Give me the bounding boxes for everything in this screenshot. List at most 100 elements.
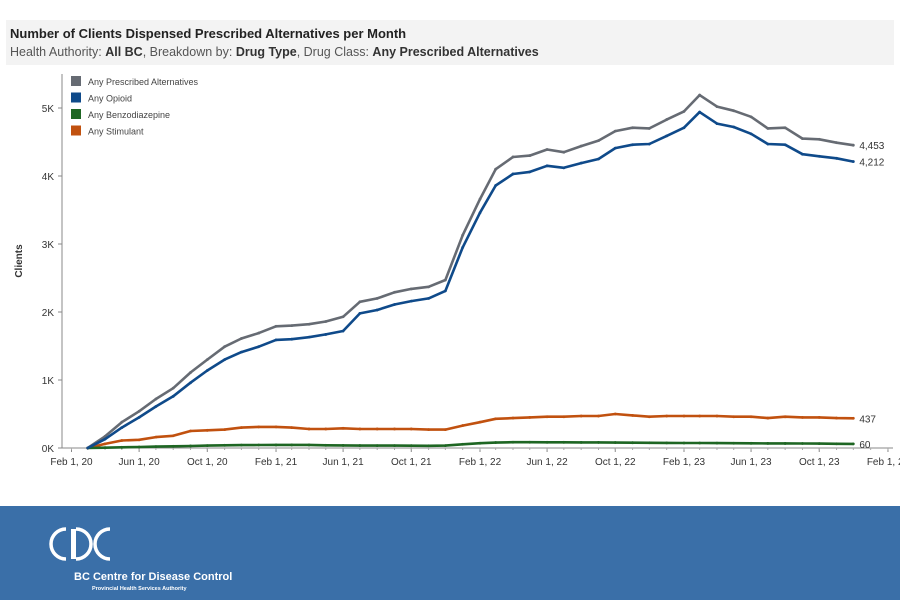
series-point bbox=[851, 160, 855, 163]
series-point bbox=[137, 445, 141, 449]
series-point bbox=[783, 415, 787, 419]
series-point bbox=[631, 441, 634, 445]
series-line-3 bbox=[87, 412, 854, 450]
y-axis-title: Clients bbox=[14, 244, 25, 278]
series-point bbox=[461, 246, 465, 249]
series-point bbox=[597, 441, 600, 444]
legend-label: Any Opioid bbox=[88, 94, 132, 104]
series-point bbox=[647, 127, 651, 130]
series-point bbox=[478, 211, 482, 215]
x-tick-label: Feb 1, 20 bbox=[50, 457, 93, 468]
series-point bbox=[511, 416, 515, 420]
series-point bbox=[647, 415, 651, 419]
series-point bbox=[851, 143, 855, 147]
series-point bbox=[665, 441, 669, 445]
series-point bbox=[732, 109, 736, 113]
series-point bbox=[393, 303, 396, 306]
series-point bbox=[494, 167, 498, 171]
y-tick-label: 1K bbox=[42, 376, 55, 387]
series-point bbox=[274, 443, 278, 447]
series-point bbox=[223, 443, 227, 447]
series-point bbox=[528, 440, 532, 444]
series-point bbox=[341, 315, 345, 319]
x-tick-label: Oct 1, 21 bbox=[391, 457, 432, 468]
series-line-2 bbox=[87, 440, 854, 450]
series-point bbox=[307, 443, 311, 447]
series-point bbox=[749, 115, 753, 119]
series-point bbox=[324, 427, 328, 431]
series-point bbox=[817, 416, 821, 419]
series-point bbox=[239, 337, 243, 340]
series-point bbox=[274, 338, 278, 342]
series-point bbox=[189, 444, 192, 448]
series-point bbox=[205, 444, 209, 448]
legend-swatch bbox=[71, 76, 81, 86]
series-point bbox=[290, 426, 294, 429]
series-point bbox=[494, 417, 498, 421]
series-point bbox=[461, 442, 465, 446]
series-point bbox=[120, 445, 124, 449]
series-point bbox=[290, 337, 294, 341]
series-point bbox=[801, 152, 804, 156]
x-tick-label: Feb 1, 22 bbox=[459, 457, 502, 468]
series-point bbox=[613, 129, 617, 133]
series-point bbox=[817, 442, 821, 446]
x-tick-label: Oct 1, 23 bbox=[799, 457, 840, 468]
series-point bbox=[120, 420, 124, 424]
series-point bbox=[274, 324, 278, 328]
series-point bbox=[223, 358, 227, 361]
series-point bbox=[341, 444, 345, 447]
series-point bbox=[205, 428, 209, 432]
series-point bbox=[239, 350, 243, 354]
series-point bbox=[579, 161, 583, 165]
series-point bbox=[171, 394, 175, 398]
legend-swatch bbox=[71, 92, 81, 103]
series-point bbox=[579, 144, 583, 148]
series-point bbox=[171, 444, 175, 448]
series-point bbox=[766, 416, 770, 420]
series-point bbox=[239, 426, 243, 429]
series-point bbox=[409, 287, 413, 291]
footer-banner: BC Centre for Disease Control Provincial… bbox=[0, 506, 900, 600]
series-point bbox=[137, 409, 141, 413]
cdc-logo-icon bbox=[49, 527, 111, 561]
x-tick-label: Oct 1, 20 bbox=[187, 457, 228, 468]
series-point bbox=[154, 445, 158, 449]
series-point bbox=[257, 345, 261, 349]
series-point bbox=[545, 415, 549, 419]
subtitle-part: , Drug Class: bbox=[296, 45, 373, 59]
series-point bbox=[358, 427, 362, 431]
series-point bbox=[597, 139, 600, 143]
series-point bbox=[597, 414, 600, 418]
legend-swatch bbox=[71, 109, 81, 119]
series-point bbox=[528, 416, 532, 419]
series-point bbox=[647, 441, 651, 445]
series-point bbox=[324, 320, 328, 323]
subtitle-part: Any Prescribed Alternatives bbox=[372, 45, 539, 59]
series-point bbox=[393, 444, 396, 448]
series-point bbox=[579, 414, 583, 418]
series-point bbox=[154, 397, 158, 401]
series-point bbox=[665, 118, 669, 121]
series-point bbox=[682, 441, 686, 445]
series-point bbox=[783, 143, 787, 147]
series-point bbox=[154, 435, 158, 439]
series-point bbox=[239, 443, 243, 447]
series-point bbox=[274, 425, 278, 429]
series-point bbox=[749, 415, 753, 419]
series-point bbox=[783, 442, 787, 445]
series-point bbox=[307, 427, 311, 431]
series-point bbox=[257, 425, 261, 429]
series-point bbox=[324, 443, 328, 447]
series-point bbox=[171, 434, 175, 438]
series-point bbox=[409, 299, 413, 303]
series-point bbox=[189, 381, 192, 385]
y-tick-label: 5K bbox=[42, 104, 55, 115]
series-point bbox=[494, 184, 498, 187]
series-point bbox=[682, 126, 686, 130]
series-point bbox=[766, 127, 770, 130]
series-point bbox=[137, 416, 141, 419]
series-point bbox=[324, 333, 328, 336]
series-point bbox=[631, 143, 634, 147]
legend-swatch bbox=[71, 125, 81, 136]
